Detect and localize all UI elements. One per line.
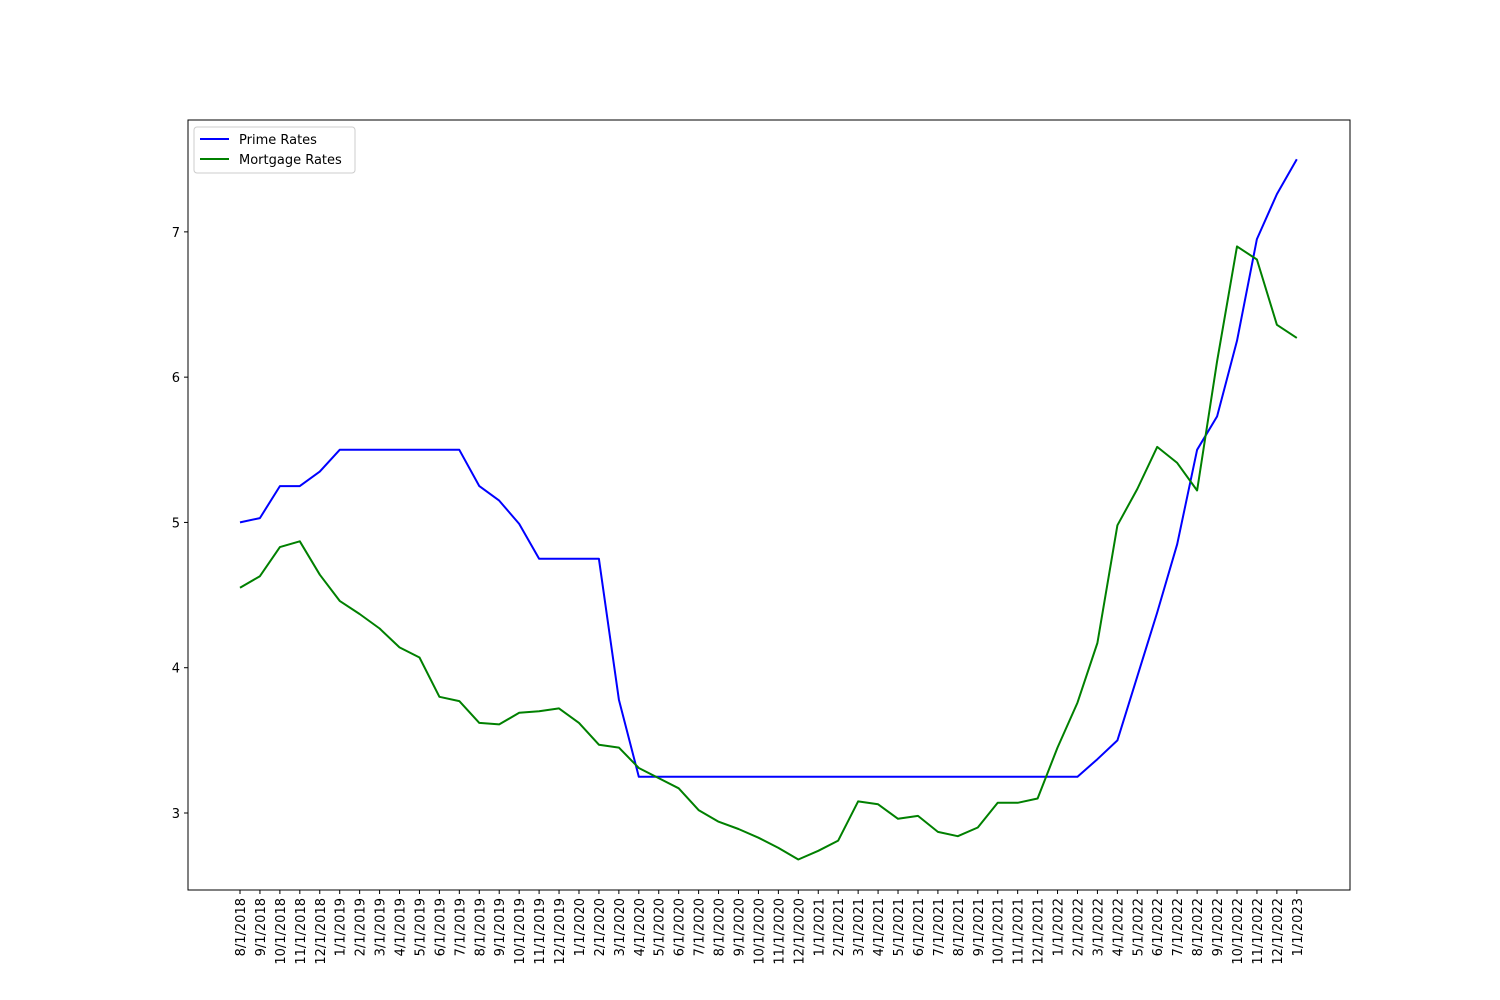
x-tick-label: 7/1/2021 xyxy=(932,898,947,956)
x-tick-label: 8/1/2018 xyxy=(234,898,249,956)
x-tick-label: 11/1/2021 xyxy=(1012,898,1027,965)
plot-frame xyxy=(187,119,1351,891)
x-tick-label: 11/1/2019 xyxy=(533,898,548,965)
x-tick-label: 3/1/2022 xyxy=(1091,898,1106,956)
legend-label-mortgage-rates: Mortgage Rates xyxy=(239,153,342,168)
x-tick-label: 5/1/2019 xyxy=(413,898,428,956)
x-tick-label: 2/1/2020 xyxy=(593,898,608,956)
x-tick-label: 9/1/2020 xyxy=(733,898,748,956)
x-tick-label: 7/1/2022 xyxy=(1171,898,1186,956)
series-line-prime-rates xyxy=(239,158,1298,778)
x-tick-label: 4/1/2019 xyxy=(394,898,409,956)
x-tick-label: 10/1/2022 xyxy=(1231,898,1246,965)
plot-area xyxy=(188,120,1350,890)
x-tick-label: 8/1/2022 xyxy=(1191,898,1206,956)
x-tick-label: 1/1/2023 xyxy=(1291,898,1306,956)
x-tick-label: 8/1/2019 xyxy=(473,898,488,956)
x-tick-label: 4/1/2022 xyxy=(1111,898,1126,956)
x-tick-label: 2/1/2022 xyxy=(1071,898,1086,956)
x-tick-label: 4/1/2020 xyxy=(633,898,648,956)
x-tick-label: 10/1/2018 xyxy=(274,898,289,965)
x-tick-label: 12/1/2022 xyxy=(1271,898,1286,965)
x-tick-label: 1/1/2019 xyxy=(334,898,349,956)
x-tick-label: 12/1/2021 xyxy=(1032,898,1047,965)
x-tick-label: 3/1/2019 xyxy=(374,898,389,956)
x-tick-label: 11/1/2020 xyxy=(772,898,787,965)
x-tick-label: 4/1/2021 xyxy=(872,898,887,956)
y-tick-label: 5 xyxy=(172,516,180,531)
y-tick-label: 7 xyxy=(172,226,180,241)
y-tick-label: 6 xyxy=(172,371,180,386)
x-tick-label: 7/1/2020 xyxy=(693,898,708,956)
legend-label-prime-rates: Prime Rates xyxy=(239,133,317,148)
x-tick-label: 5/1/2021 xyxy=(892,898,907,956)
x-tick-label: 5/1/2022 xyxy=(1131,898,1146,956)
x-tick-label: 7/1/2019 xyxy=(453,898,468,956)
x-tick-label: 2/1/2019 xyxy=(354,898,369,956)
x-tick-label: 1/1/2021 xyxy=(812,898,827,956)
x-tick-label: 3/1/2021 xyxy=(852,898,867,956)
x-tick-label: 1/1/2022 xyxy=(1052,898,1067,956)
legend-box xyxy=(193,126,356,174)
y-tick-label: 3 xyxy=(172,807,180,822)
x-tick-label: 8/1/2020 xyxy=(713,898,728,956)
x-tick-label: 2/1/2021 xyxy=(832,898,847,956)
legend: Prime Rates Mortgage Rates xyxy=(193,126,356,174)
y-axis: 3 4 5 6 7 xyxy=(172,226,188,822)
x-tick-label: 12/1/2020 xyxy=(792,898,807,965)
x-tick-label: 10/1/2020 xyxy=(752,898,767,965)
x-tick-label: 6/1/2021 xyxy=(912,898,927,956)
y-tick-label: 4 xyxy=(172,662,180,677)
x-tick-label: 11/1/2022 xyxy=(1251,898,1266,965)
series-line-mortgage-rates xyxy=(239,245,1298,861)
x-tick-label: 3/1/2020 xyxy=(613,898,628,956)
x-tick-label: 9/1/2018 xyxy=(254,898,269,956)
x-tick-label: 12/1/2019 xyxy=(553,898,568,965)
x-tick-label: 1/1/2020 xyxy=(573,898,588,956)
series-layer xyxy=(239,158,1298,861)
x-tick-label: 6/1/2022 xyxy=(1151,898,1166,956)
x-tick-label: 11/1/2018 xyxy=(294,898,309,965)
x-tick-label: 9/1/2019 xyxy=(493,898,508,956)
x-axis: 8/1/2018 9/1/2018 10/1/2018 11/1/2018 12/1/2… xyxy=(234,890,1306,965)
x-tick-label: 6/1/2020 xyxy=(673,898,688,956)
x-tick-label: 9/1/2021 xyxy=(972,898,987,956)
x-tick-label: 12/1/2018 xyxy=(314,898,329,965)
x-tick-label: 10/1/2021 xyxy=(992,898,1007,965)
x-tick-label: 6/1/2019 xyxy=(433,898,448,956)
x-tick-label: 8/1/2021 xyxy=(952,898,967,956)
x-tick-label: 9/1/2022 xyxy=(1211,898,1226,956)
x-tick-label: 5/1/2020 xyxy=(653,898,668,956)
x-tick-label: 10/1/2019 xyxy=(513,898,528,965)
